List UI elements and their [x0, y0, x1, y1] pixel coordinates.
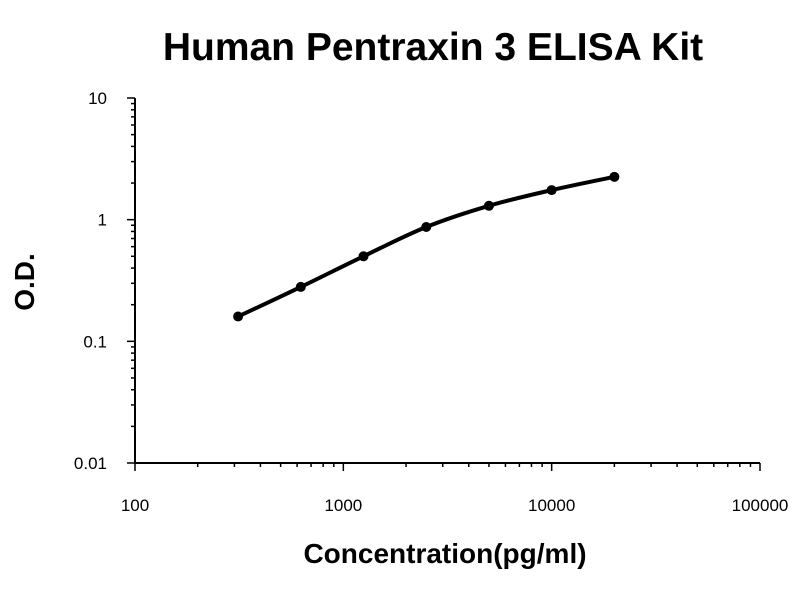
data-point: [233, 311, 244, 322]
data-point: [421, 222, 432, 233]
y-tick-label: 10: [88, 89, 107, 108]
x-tick-label: 100000: [732, 496, 789, 515]
data-point: [483, 200, 494, 211]
x-tick-label: 100: [121, 496, 149, 515]
standard-curve-line: [236, 174, 617, 319]
data-point: [295, 281, 306, 292]
data-point: [609, 171, 620, 182]
x-tick-label: 1000: [324, 496, 362, 515]
axes: 10 1 0.1 0.01 100 1000 10000 100000: [74, 89, 788, 515]
axis-ticks: 10 1 0.1 0.01 100 1000 10000 100000: [74, 89, 788, 515]
chart-title: Human Pentraxin 3 ELISA Kit: [163, 26, 703, 69]
y-tick-label: 1: [98, 211, 107, 230]
plot-area: [233, 171, 620, 322]
x-axis-label: Concentration(pg/ml): [303, 538, 586, 569]
y-tick-label: 0.1: [83, 332, 107, 351]
y-tick-label: 0.01: [74, 454, 107, 473]
data-point: [358, 251, 369, 262]
x-tick-label: 10000: [528, 496, 575, 515]
y-axis-label: O.D.: [9, 253, 40, 311]
data-point: [546, 185, 557, 196]
